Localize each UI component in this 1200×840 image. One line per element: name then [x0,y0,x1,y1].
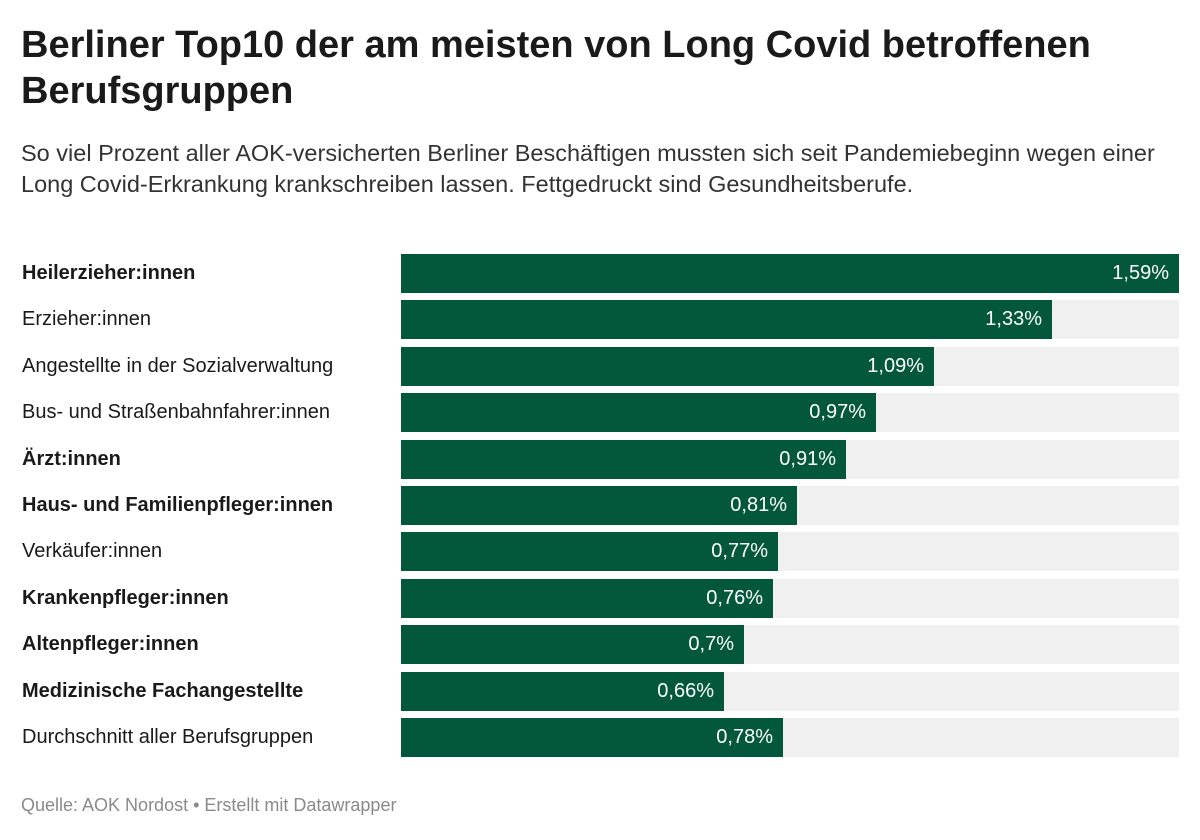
category-label: Medizinische Fachangestellte [22,680,304,702]
bar [401,440,846,479]
value-label: 1,59% [1112,262,1169,284]
bar-row: Heilerzieher:innen 1,59% [0,254,1200,293]
bar-track: 0,77% [401,532,1179,571]
value-label: 0,97% [809,401,866,423]
bar-row: Durchschnitt aller Berufsgruppen 0,78% [0,718,1200,757]
value-label: 0,7% [688,633,734,655]
bar-track: 0,81% [401,486,1179,525]
value-label: 0,91% [779,448,836,470]
chart-title: Berliner Top10 der am meisten von Long C… [21,24,1091,112]
bar-row: Altenpfleger:innen 0,7% [0,625,1200,664]
value-label: 0,77% [711,540,768,562]
bar [401,300,1052,339]
value-label: 0,78% [716,726,773,748]
bar-track: 0,66% [401,672,1179,711]
category-label: Heilerzieher:innen [22,262,196,284]
bar-track: 0,76% [401,579,1179,618]
bar-track: 1,09% [401,347,1179,386]
bar [401,393,876,432]
value-label: 0,81% [730,494,787,516]
bar-track: 0,97% [401,393,1179,432]
bar-row: Haus- und Familienpfleger:innen 0,81% [0,486,1200,525]
category-label: Ärzt:innen [22,448,121,470]
chart-subtitle: So viel Prozent aller AOK-versicherten B… [21,140,1155,197]
bar-row: Angestellte in der Sozialverwaltung 1,09% [0,347,1200,386]
bar-row: Verkäufer:innen 0,77% [0,532,1200,571]
bar-row: Erzieher:innen 1,33% [0,300,1200,339]
category-label: Erzieher:innen [22,308,151,330]
category-label: Bus- und Straßenbahnfahrer:innen [22,401,330,423]
bar [401,254,1179,293]
bar-row: Ärzt:innen 0,91% [0,440,1200,479]
bar [401,347,934,386]
bar-track: 1,33% [401,300,1179,339]
bar-row: Bus- und Straßenbahnfahrer:innen 0,97% [0,393,1200,432]
source-note: Quelle: AOK Nordost • Erstellt mit Dataw… [21,795,397,815]
bar [401,486,797,525]
bar [401,718,783,757]
bar-track: 0,91% [401,440,1179,479]
bar [401,625,744,664]
category-label: Angestellte in der Sozialverwaltung [22,355,334,377]
bar-track: 0,7% [401,625,1179,664]
value-label: 1,33% [985,308,1042,330]
bar [401,579,773,618]
category-label: Krankenpfleger:innen [22,587,229,609]
category-label: Haus- und Familienpfleger:innen [22,494,334,516]
bar-track: 1,59% [401,254,1179,293]
bar [401,672,724,711]
value-label: 0,66% [657,680,714,702]
bar [401,532,778,571]
value-label: 1,09% [867,355,924,377]
value-label: 0,76% [706,587,763,609]
category-label: Durchschnitt aller Berufsgruppen [22,726,314,748]
bar-row: Medizinische Fachangestellte 0,66% [0,672,1200,711]
bar-row: Krankenpfleger:innen 0,76% [0,579,1200,618]
category-label: Verkäufer:innen [22,540,163,562]
bar-track: 0,78% [401,718,1179,757]
category-label: Altenpfleger:innen [22,633,199,655]
